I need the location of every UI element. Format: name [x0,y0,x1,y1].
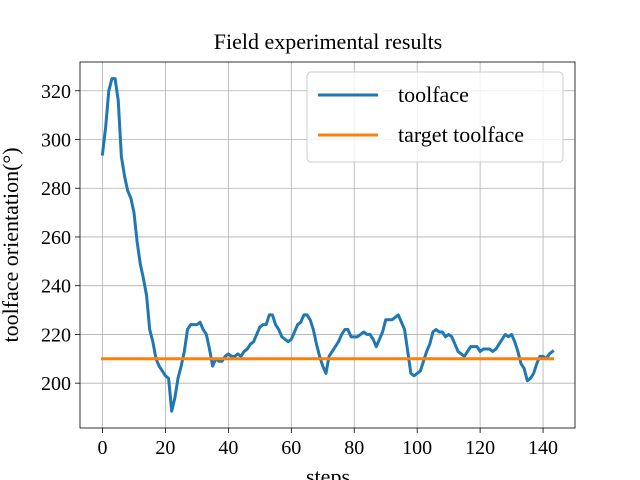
x-tick-label: 120 [465,437,495,459]
y-tick-label: 320 [41,81,71,103]
x-tick-label: 80 [344,437,364,459]
x-tick-label: 40 [218,437,238,459]
x-tick-label: 100 [402,437,432,459]
x-tick-label: 140 [528,437,558,459]
x-tick-label: 60 [281,437,301,459]
y-tick-label: 260 [41,227,71,249]
y-axis-label: toolface orientation(°) [0,147,23,342]
y-tick-label: 300 [41,129,71,151]
data-line [100,77,555,413]
y-tick-label: 220 [41,324,71,346]
y-tick-label: 200 [41,373,71,395]
legend-label: toolface [398,82,469,107]
y-tick-label: 240 [41,276,71,298]
plot-frame [79,61,576,429]
x-tick-label: 0 [98,437,108,459]
x-tick-label: 20 [155,437,175,459]
legend-label: target toolface [398,122,524,147]
x-axis-label: steps [306,464,350,480]
y-tick-label: 280 [41,178,71,200]
chart-title: Field experimental results [214,29,443,54]
